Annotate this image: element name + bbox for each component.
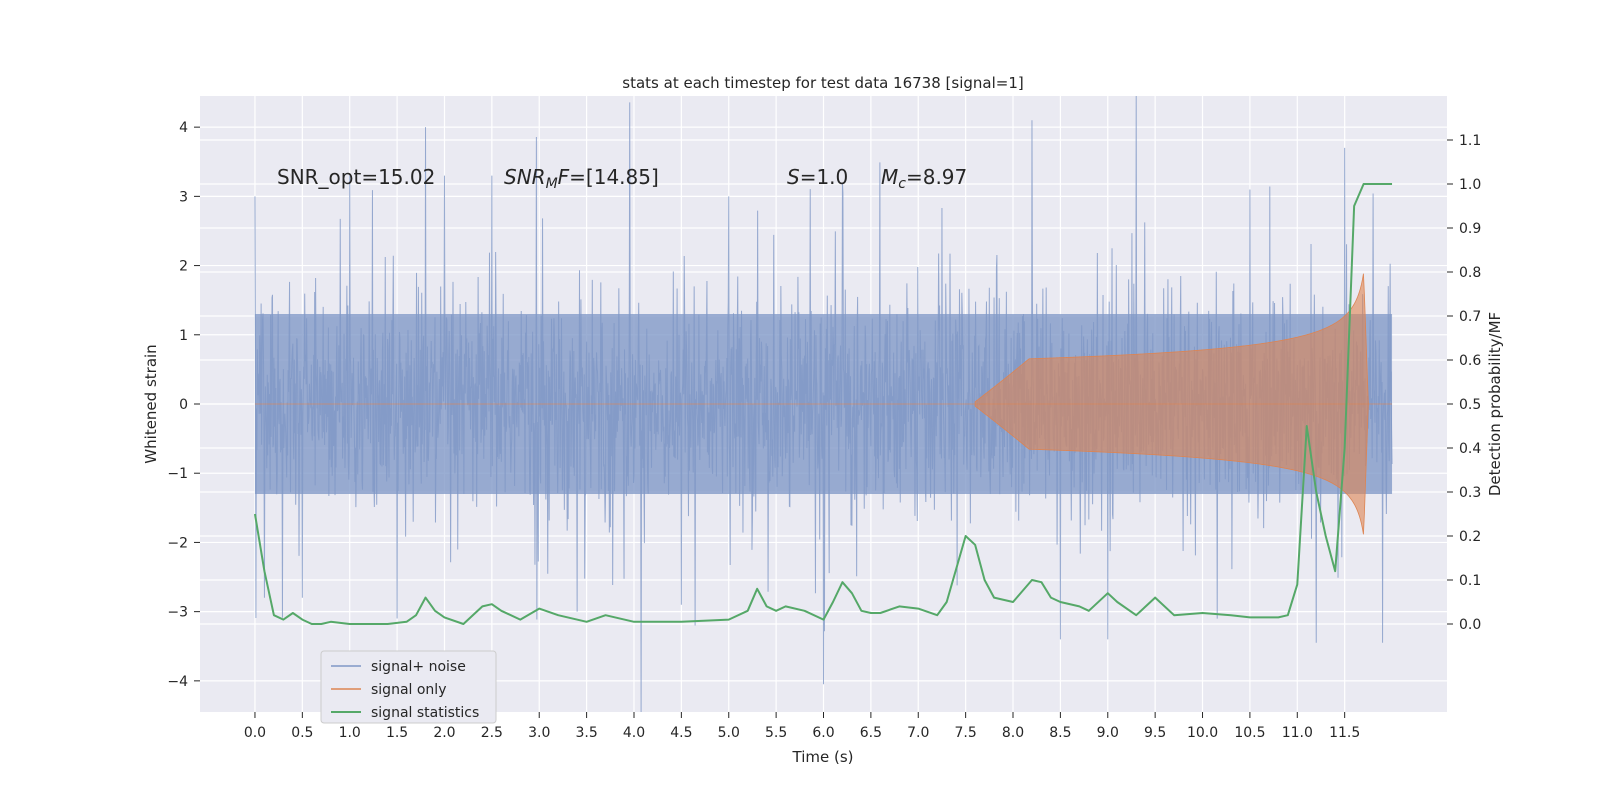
y-axis-right-ticks: 1.1 1.0 0.9 0.8 0.7 0.6 0.5 0.4 0.3 0.2 0.1 0.0	[1447, 133, 1481, 633]
y-right-tick-label: 0.4	[1459, 441, 1481, 457]
x-tick-label: 0.0	[244, 725, 266, 741]
y-tick-label: 3	[179, 189, 188, 205]
y-right-tick-label: 1.1	[1459, 133, 1481, 149]
x-tick-label: 3.5	[575, 725, 597, 741]
y-right-tick-label: 0.3	[1459, 485, 1481, 501]
x-tick-label: 5.0	[718, 725, 740, 741]
x-tick-label: 6.0	[812, 725, 834, 741]
y-tick-label: 1	[179, 328, 188, 344]
x-tick-label: 6.5	[860, 725, 882, 741]
x-tick-label: 9.5	[1144, 725, 1166, 741]
chart-title: stats at each timestep for test data 167…	[622, 74, 1023, 92]
y-right-tick-label: 0.6	[1459, 353, 1481, 369]
y-tick-label: −3	[167, 605, 188, 621]
y-tick-label: −4	[167, 674, 188, 690]
y-tick-label: 0	[179, 397, 188, 413]
y-right-tick-label: 0.1	[1459, 573, 1481, 589]
annotation-s: S=1.0	[787, 165, 848, 189]
x-tick-label: 1.5	[386, 725, 408, 741]
y-axis-right-label: Detection probability/MF	[1486, 312, 1504, 496]
x-tick-label: 9.0	[1097, 725, 1119, 741]
stats-line	[253, 183, 1393, 625]
legend-label: signal+ noise	[371, 659, 466, 675]
y-right-tick-label: 0.7	[1459, 309, 1481, 325]
legend-label: signal statistics	[371, 705, 479, 721]
x-axis-ticks: 0.0 0.5 1.0 1.5 2.0 2.5 3.0 3.5 4.0 4.5 5.0 5.5 6.0 6…	[244, 712, 1360, 741]
x-tick-label: 7.5	[955, 725, 977, 741]
series-signal-statistics	[253, 183, 1393, 625]
x-tick-label: 3.0	[528, 725, 550, 741]
x-tick-label: 1.0	[339, 725, 361, 741]
x-tick-label: 4.0	[623, 725, 645, 741]
y-tick-label: −1	[167, 466, 188, 482]
y-right-tick-label: 0.5	[1459, 397, 1481, 413]
y-axis-label: Whitened strain	[142, 344, 160, 463]
x-tick-label: 2.5	[481, 725, 503, 741]
y-right-tick-label: 0.9	[1459, 221, 1481, 237]
annotation-mc: Mc=8.97	[881, 165, 967, 192]
annotation-snr-opt: SNR_opt=15.02	[277, 165, 435, 189]
x-tick-label: 11.5	[1329, 725, 1360, 741]
y-right-tick-label: 0.8	[1459, 265, 1481, 281]
y-tick-label: −2	[167, 535, 188, 551]
x-tick-label: 11.0	[1282, 725, 1313, 741]
y-right-tick-label: 1.0	[1459, 177, 1481, 193]
y-right-tick-label: 0.2	[1459, 529, 1481, 545]
annotation-snr-mf: SNRMF=[14.85]	[504, 165, 659, 192]
legend-box	[320, 650, 497, 724]
x-tick-label: 4.5	[670, 725, 692, 741]
y-right-tick-label: 0.0	[1459, 617, 1481, 633]
x-tick-label: 8.0	[1002, 725, 1024, 741]
x-axis-label: Time (s)	[792, 748, 854, 766]
x-tick-label: 10.0	[1187, 725, 1218, 741]
legend-label: signal only	[371, 682, 446, 698]
y-tick-label: 2	[179, 259, 188, 275]
x-tick-label: 10.5	[1234, 725, 1265, 741]
y-axis-ticks: 4 3 2 1 0 −1 −2 −3 −4	[167, 120, 200, 690]
legend: signal+ noise signal only signal statistic…	[320, 650, 497, 724]
y-tick-label: 4	[179, 120, 188, 136]
x-tick-label: 2.0	[433, 725, 455, 741]
annotations: SNR_opt=15.02 SNRMF=[14.85] S=1.0 Mc=8.97	[277, 165, 967, 192]
x-tick-label: 0.5	[291, 725, 313, 741]
series-signal-only	[254, 273, 1393, 535]
x-tick-label: 8.5	[1049, 725, 1071, 741]
x-tick-label: 7.0	[907, 725, 929, 741]
x-tick-label: 5.5	[765, 725, 787, 741]
